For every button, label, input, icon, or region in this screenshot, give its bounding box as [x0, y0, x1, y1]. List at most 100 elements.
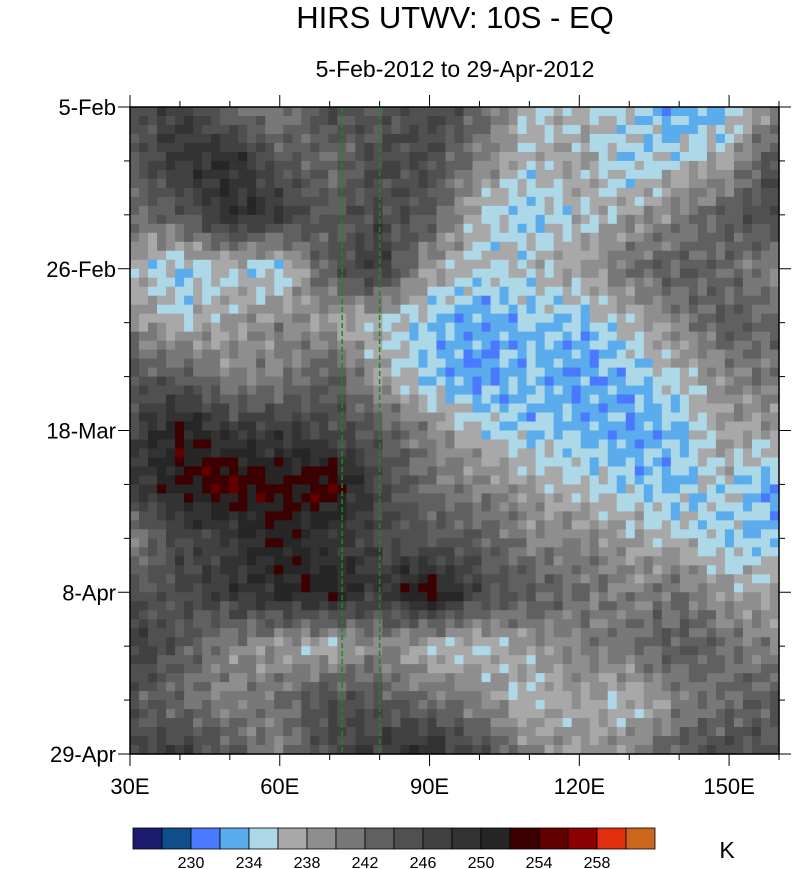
field-cell	[184, 124, 194, 135]
field-cell	[130, 250, 140, 261]
field-cell	[562, 250, 573, 261]
field-cell	[301, 367, 311, 378]
field-cell	[571, 124, 582, 135]
field-cell	[166, 151, 176, 162]
field-cell	[670, 142, 681, 153]
field-cell	[454, 655, 465, 665]
field-cell	[148, 169, 158, 180]
field-cell	[175, 727, 185, 737]
field-cell	[742, 655, 753, 665]
field-cell	[454, 295, 465, 306]
field-cell	[535, 673, 546, 683]
field-cell	[742, 538, 753, 548]
field-cell	[652, 556, 663, 566]
field-cell	[184, 709, 194, 719]
field-cell	[697, 718, 708, 728]
field-cell	[283, 655, 293, 665]
field-cell	[562, 376, 573, 387]
field-cell	[472, 367, 483, 378]
field-cell	[616, 205, 627, 216]
field-cell	[139, 259, 149, 270]
field-cell	[274, 556, 284, 566]
field-cell	[661, 385, 672, 396]
field-cell	[499, 115, 510, 126]
field-cell	[472, 610, 483, 620]
field-cell	[184, 205, 194, 216]
field-cell	[508, 547, 519, 557]
field-cell	[706, 439, 717, 450]
field-cell	[301, 232, 311, 243]
field-cell	[472, 592, 483, 602]
field-cell	[130, 421, 140, 432]
field-cell	[157, 574, 167, 584]
field-cell	[283, 574, 293, 584]
field-cell	[346, 151, 356, 162]
field-cell	[706, 628, 717, 638]
field-cell	[328, 412, 338, 423]
field-cell	[742, 574, 753, 584]
field-cell	[562, 412, 573, 423]
field-cell	[301, 466, 311, 477]
field-cell	[337, 493, 347, 503]
field-cell	[346, 376, 356, 387]
field-cell	[751, 412, 762, 423]
field-cell	[319, 241, 329, 252]
field-cell	[247, 133, 257, 144]
field-cell	[544, 115, 555, 126]
field-cell	[157, 592, 167, 602]
field-cell	[481, 556, 492, 566]
field-cell	[733, 592, 744, 602]
field-cell	[364, 241, 374, 252]
field-cell	[562, 475, 573, 486]
field-cell	[652, 403, 663, 414]
field-cell	[733, 322, 744, 333]
field-cell	[364, 475, 374, 486]
field-cell	[544, 376, 555, 387]
field-cell	[598, 358, 609, 369]
field-cell	[382, 466, 393, 477]
field-cell	[535, 259, 546, 270]
field-cell	[589, 133, 600, 144]
field-cell	[535, 223, 546, 234]
field-cell	[247, 538, 257, 548]
field-cell	[265, 178, 275, 189]
field-cell	[454, 196, 465, 207]
field-cell	[688, 196, 699, 207]
field-cell	[301, 583, 311, 593]
field-cell	[571, 556, 582, 566]
field-cell	[499, 340, 510, 351]
field-cell	[580, 124, 591, 135]
field-cell	[625, 484, 636, 495]
field-cell	[391, 484, 402, 495]
field-cell	[400, 403, 411, 414]
field-cell	[436, 691, 447, 701]
field-cell	[301, 673, 311, 683]
field-cell	[427, 187, 438, 198]
field-cell	[508, 313, 519, 324]
field-cell	[589, 268, 600, 279]
field-cell	[517, 187, 528, 198]
field-cell	[157, 493, 167, 503]
field-cell	[355, 385, 365, 396]
field-cell	[274, 223, 284, 234]
field-cell	[175, 169, 185, 180]
field-cell	[751, 286, 762, 297]
field-cell	[598, 709, 609, 719]
field-cell	[472, 700, 483, 710]
field-cell	[544, 358, 555, 369]
field-cell	[148, 187, 158, 198]
field-cell	[193, 421, 203, 432]
field-cell	[670, 259, 681, 270]
field-cell	[652, 241, 663, 252]
field-cell	[724, 331, 735, 342]
field-cell	[148, 340, 158, 351]
field-cell	[436, 241, 447, 252]
field-cell	[220, 457, 230, 468]
field-cell	[220, 565, 230, 575]
field-cell	[256, 475, 266, 486]
field-cell	[274, 367, 284, 378]
field-cell	[517, 340, 528, 351]
field-cell	[184, 277, 194, 288]
field-cell	[382, 583, 393, 593]
field-cell	[400, 547, 411, 557]
